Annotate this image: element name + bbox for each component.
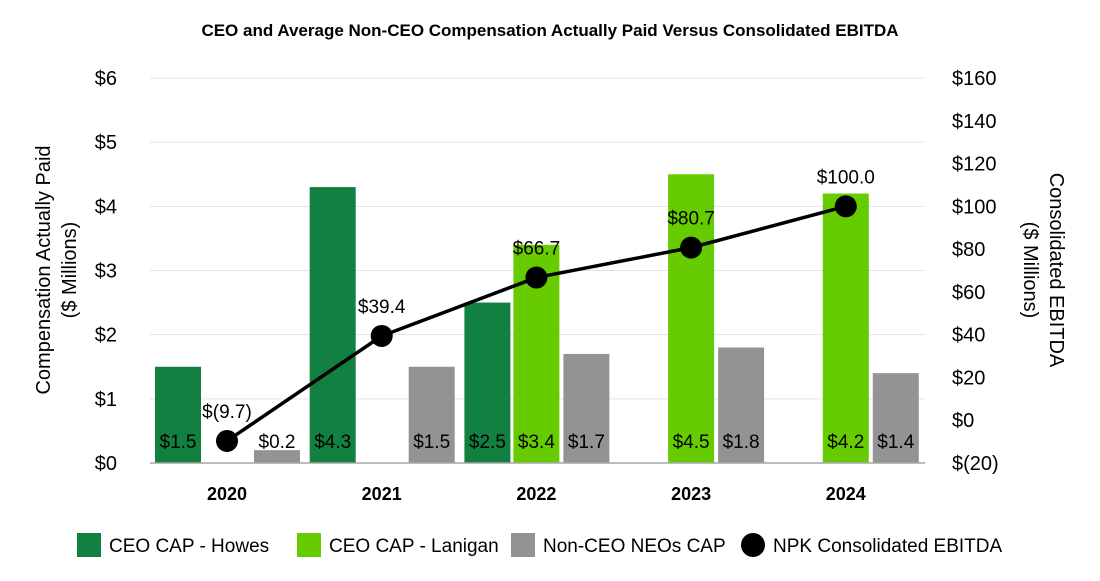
bar-data-label: $0.2 (259, 432, 296, 453)
y2-tick-label: $0 (952, 410, 974, 432)
y-tick-label: $5 (95, 132, 117, 154)
y2-tick-label: $160 (952, 68, 997, 90)
legend: CEO CAP - Howes CEO CAP - Lanigan Non-CEO … (77, 533, 1002, 557)
legend-label: NPK Consolidated EBITDA (773, 536, 1002, 557)
legend-swatch (511, 533, 535, 557)
x-tick-label: 2022 (516, 484, 556, 504)
y2-tick-label: $120 (952, 154, 997, 176)
y-tick-label: $0 (95, 453, 117, 475)
x-tick-label: 2020 (207, 484, 247, 504)
bar-non-ceo-neos-cap (563, 353, 610, 463)
y-axis-label-line2: ($ Millions) (59, 222, 81, 319)
y2-tick-label: $140 (952, 111, 997, 133)
legend-item: Non-CEO NEOs CAP (511, 533, 726, 557)
legend-item: CEO CAP - Howes (77, 533, 269, 557)
legend-item: CEO CAP - Lanigan (297, 533, 499, 557)
bar-ceo-cap-lanigan (668, 174, 715, 463)
y2-tick-label: $100 (952, 196, 997, 218)
y2-tick-label: $(20) (952, 453, 999, 475)
ebitda-point (216, 429, 238, 452)
ebitda-point (525, 266, 548, 289)
bar-data-label: $1.4 (877, 432, 914, 453)
ebitda-data-label: $80.7 (667, 209, 715, 230)
ebitda-data-label: $66.7 (513, 239, 561, 260)
bar-ceo-cap-howes (155, 366, 201, 463)
bar-data-label: $2.5 (469, 432, 506, 453)
legend-marker (741, 533, 765, 557)
bars (155, 174, 919, 464)
ebitda-point (370, 324, 393, 347)
bar-non-ceo-neos-cap (718, 347, 765, 463)
bar-data-label: $4.2 (827, 432, 864, 453)
y2-tick-label: $40 (952, 325, 985, 347)
axes: $0 $1 $2 $3 $4 $5 $6 $(20) $0 $20 $40 $60 $80 $100 $12… (95, 68, 999, 504)
x-tick-label: 2023 (671, 484, 711, 504)
y-tick-label: $6 (95, 68, 117, 90)
bar-data-label: $1.8 (723, 432, 760, 453)
legend-label: Non-CEO NEOs CAP (543, 536, 726, 557)
y2-axis-label-line2: ($ Millions) (1019, 222, 1041, 319)
y2-tick-label: $20 (952, 367, 985, 389)
y-tick-label: $1 (95, 389, 117, 411)
ebitda-point (680, 236, 703, 259)
bar-data-label: $1.5 (160, 432, 197, 453)
y-axis-label-line1: Compensation Actually Paid (33, 145, 55, 394)
y2-tick-label: $80 (952, 239, 985, 261)
bar-non-ceo-neos-cap (872, 373, 919, 463)
chart-title: CEO and Average Non-CEO Compensation Act… (201, 21, 898, 40)
legend-swatch (77, 533, 101, 557)
ebitda-line (216, 195, 857, 452)
y-tick-label: $3 (95, 261, 117, 283)
bar-data-label: $3.4 (518, 432, 555, 453)
x-tick-label: 2021 (362, 484, 402, 504)
ebitda-data-label: $39.4 (358, 297, 406, 318)
y2-axis-label-line1: Consolidated EBITDA (1045, 173, 1067, 368)
bar-data-label: $1.5 (413, 432, 450, 453)
bar-ceo-cap-howes (309, 187, 356, 464)
y-tick-label: $4 (95, 196, 117, 218)
ebitda-data-label: $(9.7) (202, 402, 252, 423)
y-tick-label: $2 (95, 325, 117, 347)
bar-non-ceo-neos-cap (408, 366, 455, 463)
bar-ceo-cap-howes (464, 302, 511, 463)
bar-data-label: $1.7 (568, 432, 605, 453)
ebitda-data-label: $100.0 (817, 167, 875, 188)
bar-ceo-cap-lanigan (822, 193, 869, 463)
legend-swatch (297, 533, 321, 557)
x-tick-label: 2024 (826, 484, 866, 504)
bar-non-ceo-neos-cap (254, 450, 300, 463)
bar-data-label: $4.5 (673, 432, 710, 453)
bar-data-label: $4.3 (314, 432, 351, 453)
legend-label: CEO CAP - Lanigan (329, 536, 499, 557)
ebitda-point (834, 195, 857, 218)
legend-label: CEO CAP - Howes (109, 536, 269, 557)
data-labels: $1.5 $4.3 $2.5 $3.4 $4.5 $4.2 $0.2 $1.5 $1.7 $1.8… (160, 167, 915, 453)
y2-tick-label: $60 (952, 282, 985, 304)
legend-item: NPK Consolidated EBITDA (741, 533, 1002, 557)
